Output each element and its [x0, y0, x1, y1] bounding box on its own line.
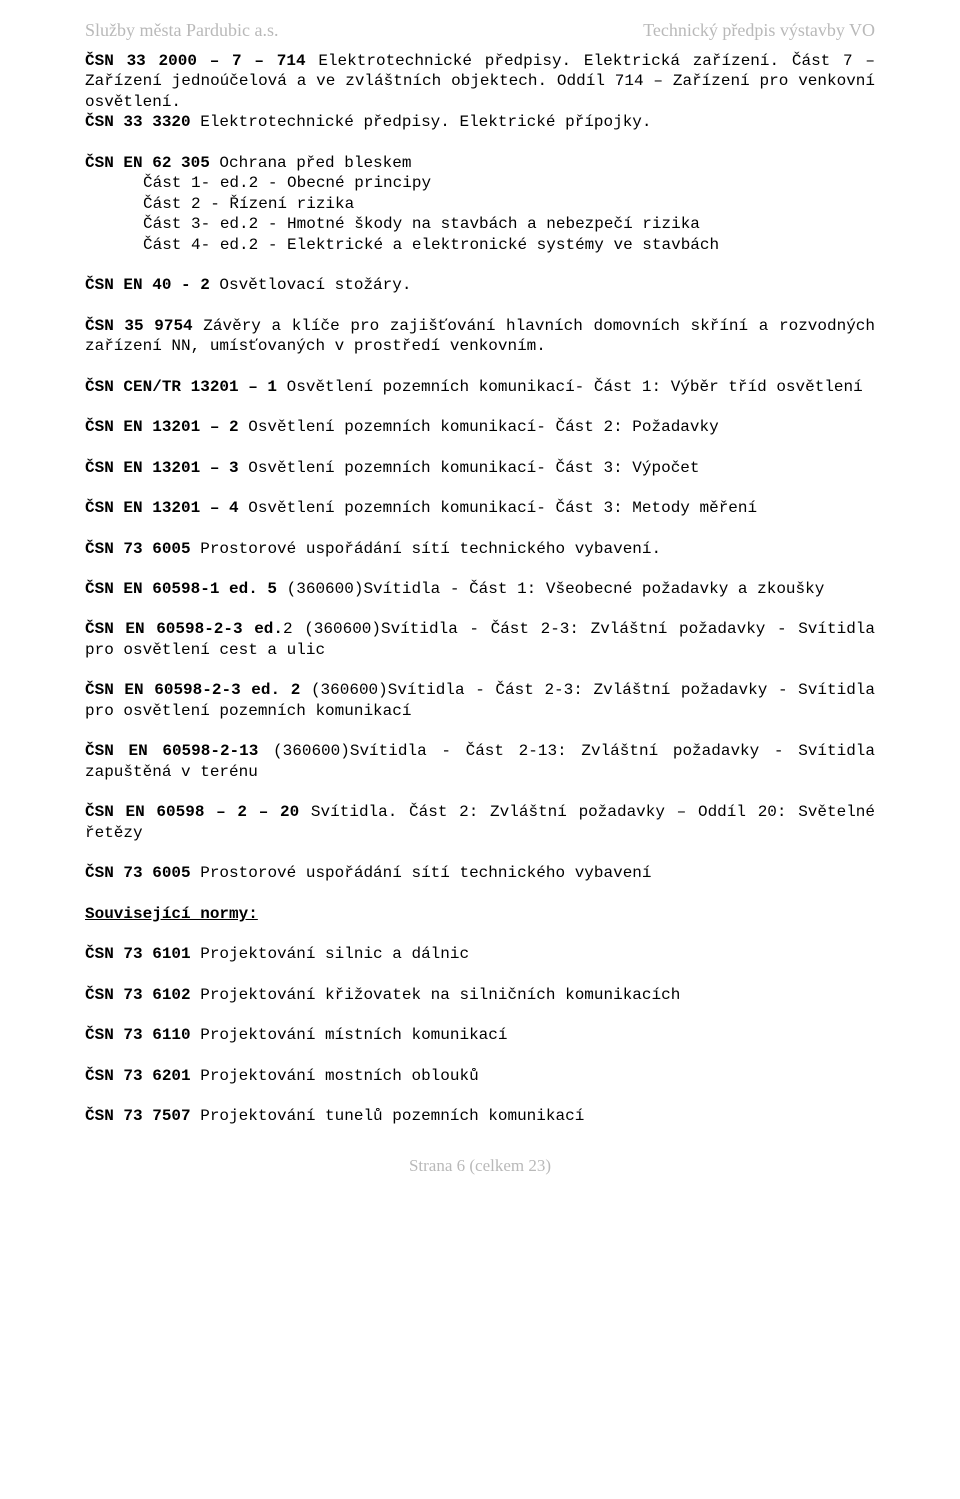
header-left: Služby města Pardubic a.s.: [85, 20, 278, 41]
paragraph-csn-73-6110: ČSN 73 6110 Projektování místních komuni…: [85, 1025, 875, 1045]
text: (360600)Svítidla - Část 1: Všeobecné pož…: [277, 580, 824, 598]
paragraph-csn-en-62305: ČSN EN 62 305 Ochrana před bleskem Část …: [85, 153, 875, 255]
text: Projektování silnic a dálnic: [191, 945, 469, 963]
text-indent: Část 4- ed.2 - Elektrické a elektronické…: [85, 235, 875, 255]
paragraph-csn-73-6102: ČSN 73 6102 Projektování křižovatek na s…: [85, 985, 875, 1005]
text: Osvětlení pozemních komunikací- Část 1: …: [277, 378, 863, 396]
paragraph-csn-73-7507: ČSN 73 7507 Projektování tunelů pozemníc…: [85, 1106, 875, 1126]
code-label: ČSN 73 6101: [85, 945, 191, 963]
paragraph-csn-en-13201-3: ČSN EN 13201 – 3 Osvětlení pozemních kom…: [85, 458, 875, 478]
code-label: ČSN EN 13201 – 2: [85, 418, 239, 436]
code-label: ČSN EN 60598-1 ed. 5: [85, 580, 277, 598]
paragraph-csn-en-60598-1: ČSN EN 60598-1 ed. 5 (360600)Svítidla - …: [85, 579, 875, 599]
header-right: Technický předpis výstavby VO: [643, 20, 875, 41]
heading-text: Související normy:: [85, 905, 258, 923]
paragraph-csn-73-6101: ČSN 73 6101 Projektování silnic a dálnic: [85, 944, 875, 964]
code-label: ČSN 73 6110: [85, 1026, 191, 1044]
page-header: Služby města Pardubic a.s. Technický pře…: [85, 20, 875, 41]
paragraph-csn-en-60598-2-20: ČSN EN 60598 – 2 – 20 Svítidla. Část 2: …: [85, 802, 875, 843]
code-label: ČSN EN 60598-2-3 ed. 2: [85, 681, 300, 699]
paragraph-csn-35-9754: ČSN 35 9754 Závěry a klíče pro zajišťová…: [85, 316, 875, 357]
code-label: ČSN 73 6005: [85, 540, 191, 558]
text: Projektování křižovatek na silničních ko…: [191, 986, 681, 1004]
text: Projektování mostních oblouků: [191, 1067, 479, 1085]
paragraph-csn-33-2000: ČSN 33 2000 – 7 – 714 Elektrotechnické p…: [85, 51, 875, 133]
paragraph-csn-cen-tr-13201-1: ČSN CEN/TR 13201 – 1 Osvětlení pozemních…: [85, 377, 875, 397]
text: Prostorové uspořádání sítí technického v…: [191, 540, 661, 558]
text: Prostorové uspořádání sítí technického v…: [191, 864, 652, 882]
page-footer: Strana 6 (celkem 23): [85, 1156, 875, 1176]
paragraph-csn-en-60598-2-3-a: ČSN EN 60598-2-3 ed.2 (360600)Svítidla -…: [85, 619, 875, 660]
code-label: ČSN 73 7507: [85, 1107, 191, 1125]
text-indent: Část 3- ed.2 - Hmotné škody na stavbách …: [85, 214, 875, 234]
paragraph-csn-73-6005: ČSN 73 6005 Prostorové uspořádání sítí t…: [85, 539, 875, 559]
code-label: ČSN EN 13201 – 4: [85, 499, 239, 517]
text: Elektrotechnické předpisy. Elektrická za…: [306, 52, 780, 70]
code-label: ČSN 35 9754: [85, 317, 193, 335]
code-label: ČSN EN 60598 – 2 – 20: [85, 803, 299, 821]
paragraph-csn-73-6201: ČSN 73 6201 Projektování mostních oblouk…: [85, 1066, 875, 1086]
text: Osvětlení pozemních komunikací- Část 2: …: [239, 418, 719, 436]
text: Projektování místních komunikací: [191, 1026, 508, 1044]
code-label: ČSN 73 6005: [85, 864, 191, 882]
paragraph-csn-en-60598-2-3-b: ČSN EN 60598-2-3 ed. 2 (360600)Svítidla …: [85, 680, 875, 721]
paragraph-csn-73-6005-b: ČSN 73 6005 Prostorové uspořádání sítí t…: [85, 863, 875, 883]
code-label: ČSN EN 60598-2-3 ed.: [85, 620, 283, 638]
text-indent: Část 1- ed.2 - Obecné principy: [85, 173, 875, 193]
code-label: ČSN EN 40 - 2: [85, 276, 210, 294]
text: Osvětlení pozemních komunikací- Část 3: …: [239, 459, 700, 477]
code-label: ČSN 73 6201: [85, 1067, 191, 1085]
text-indent: Část 2 - Řízení rizika: [85, 194, 875, 214]
paragraph-csn-en-13201-2: ČSN EN 13201 – 2 Osvětlení pozemních kom…: [85, 417, 875, 437]
code-label: ČSN EN 60598-2-13: [85, 742, 258, 760]
paragraph-csn-en-13201-4: ČSN EN 13201 – 4 Osvětlení pozemních kom…: [85, 498, 875, 518]
related-standards-heading: Související normy:: [85, 904, 875, 924]
code-label: ČSN CEN/TR 13201 – 1: [85, 378, 277, 396]
code-label: ČSN 33 2000 – 7 – 714: [85, 52, 306, 70]
code-label: ČSN 73 6102: [85, 986, 191, 1004]
text: Osvětlovací stožáry.: [210, 276, 412, 294]
code-label: ČSN 33 3320: [85, 113, 191, 131]
text: Projektování tunelů pozemních komunikací: [191, 1107, 585, 1125]
text: Ochrana před bleskem: [210, 154, 412, 172]
text: Osvětlení pozemních komunikací- Část 3: …: [239, 499, 757, 517]
code-label: ČSN EN 62 305: [85, 154, 210, 172]
page-container: Služby města Pardubic a.s. Technický pře…: [0, 0, 960, 1196]
code-label: ČSN EN 13201 – 3: [85, 459, 239, 477]
paragraph-csn-en-60598-2-13: ČSN EN 60598-2-13 (360600)Svítidla - Čás…: [85, 741, 875, 782]
paragraph-csn-en-40-2: ČSN EN 40 - 2 Osvětlovací stožáry.: [85, 275, 875, 295]
text: Elektrotechnické předpisy. Elektrické př…: [191, 113, 652, 131]
text: Závěry a klíče pro zajišťování hlavních …: [85, 317, 875, 355]
